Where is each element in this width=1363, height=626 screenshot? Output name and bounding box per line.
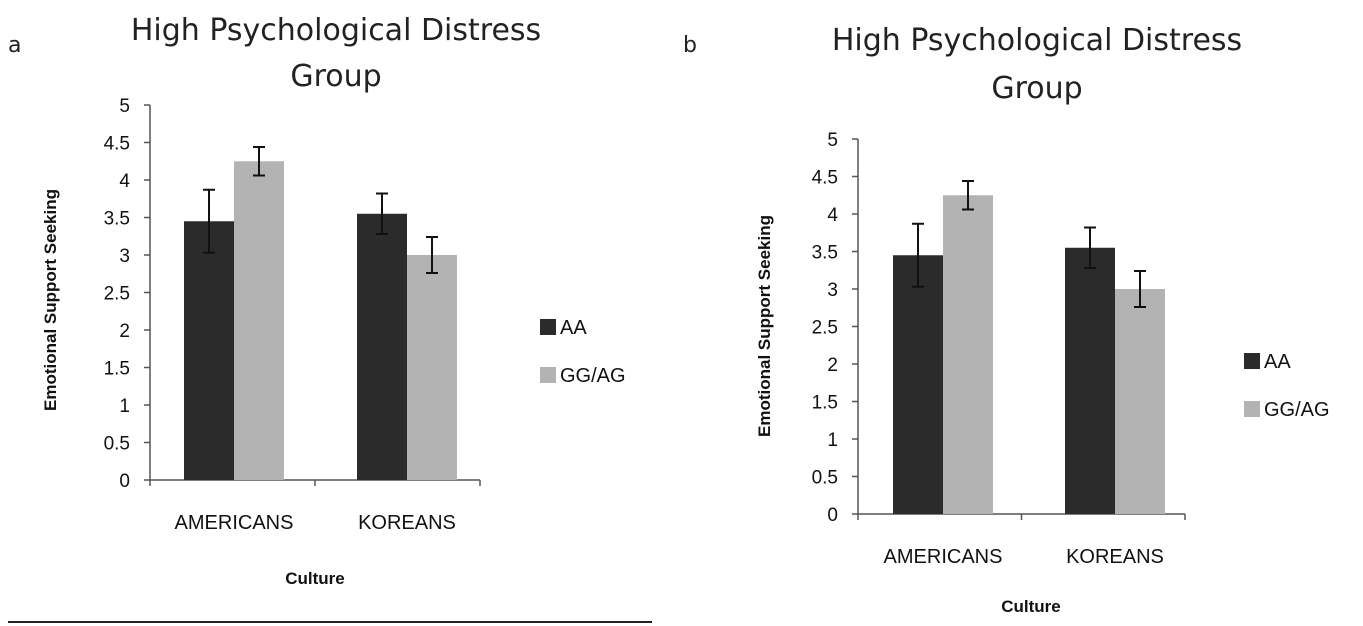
chart-title-line-1: High Psychological Distress [832, 23, 1242, 58]
legend-swatch [1244, 353, 1260, 369]
y-tick-label: 4.5 [104, 134, 130, 155]
y-tick-label: 3.5 [104, 209, 130, 230]
y-tick-label: 0.5 [812, 468, 838, 489]
chart-title-line-1: High Psychological Distress [131, 13, 541, 48]
panel-letter: a [8, 33, 21, 58]
legend-swatch [540, 367, 556, 383]
y-axis-title: Emotional Support Seeking [41, 189, 60, 411]
bar [234, 161, 284, 480]
legend-swatch [1244, 401, 1260, 417]
y-tick-label: 3 [119, 246, 130, 267]
y-tick-label: 2 [827, 355, 838, 376]
bar [1065, 247, 1115, 514]
chart-title-line-2: Group [290, 59, 381, 94]
bar [1115, 289, 1165, 514]
y-tick-label: 4 [827, 205, 838, 226]
x-category-label: AMERICANS [884, 546, 1003, 568]
legend-label: AA [560, 317, 587, 339]
legend-label: GG/AG [560, 365, 626, 387]
y-tick-label: 3 [827, 280, 838, 301]
bar [357, 213, 407, 480]
x-category-label: KOREANS [358, 512, 456, 534]
y-tick-label: 0.5 [104, 434, 130, 455]
y-tick-label: 5 [827, 130, 838, 151]
chart-panel-a: a High Psychological Distress Group Emot… [8, 13, 652, 623]
panel-letter: b [683, 33, 697, 58]
legend-swatch [540, 319, 556, 335]
y-tick-label: 1 [827, 430, 838, 451]
legend-label: GG/AG [1264, 399, 1330, 421]
bar [184, 221, 234, 480]
y-tick-label: 2 [119, 321, 130, 342]
y-tick-label: 2.5 [104, 284, 130, 305]
bar [407, 255, 457, 480]
chart-panel-b: b High Psychological Distress Group Emot… [683, 23, 1330, 616]
x-axis-title: Culture [285, 569, 345, 588]
x-category-label: AMERICANS [175, 512, 294, 534]
y-tick-label: 3.5 [812, 243, 838, 264]
legend-label: AA [1264, 351, 1291, 373]
y-tick-label: 1.5 [104, 359, 130, 380]
y-tick-label: 0 [119, 471, 130, 492]
bar [893, 255, 943, 514]
y-axis-title: Emotional Support Seeking [755, 215, 774, 437]
x-category-label: KOREANS [1066, 546, 1164, 568]
y-tick-label: 4 [119, 171, 130, 192]
y-tick-label: 2.5 [812, 318, 838, 339]
y-tick-label: 5 [119, 96, 130, 117]
y-tick-label: 4.5 [812, 168, 838, 189]
x-axis-title: Culture [1001, 597, 1061, 616]
y-tick-label: 1 [119, 396, 130, 417]
y-tick-label: 0 [827, 505, 838, 526]
chart-title-line-2: Group [991, 71, 1082, 106]
bar [943, 195, 993, 514]
y-tick-label: 1.5 [812, 393, 838, 414]
